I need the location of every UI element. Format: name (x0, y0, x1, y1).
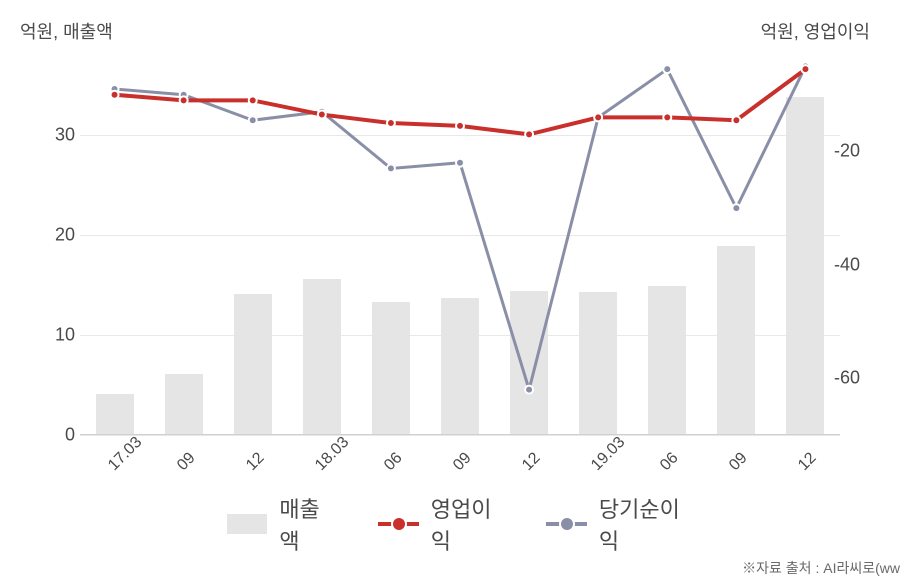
left-y-axis-label: 억원, 매출액 (20, 18, 113, 44)
left-tick-label: 10 (50, 325, 75, 346)
lines-svg (80, 55, 840, 434)
net-marker (732, 204, 740, 212)
chart-container: 억원, 매출액 억원, 영업이익 0 10 20 30 -20 -40 -60 17.03… (10, 10, 898, 530)
legend-item-net: 당기순이익 (546, 492, 681, 556)
net-marker (249, 116, 257, 124)
left-tick-label: 0 (50, 425, 75, 446)
source-citation: ※자료 출처 : AI라씨로(ww (742, 558, 900, 578)
x-tick-label: 06 (381, 449, 406, 474)
gridline (80, 435, 840, 436)
x-tick-label: 19.03 (588, 434, 629, 475)
net-marker (525, 386, 533, 394)
x-tick-label: 12 (795, 449, 820, 474)
net-marker (663, 65, 671, 73)
x-tick-label: 18.03 (312, 434, 353, 475)
left-tick-label: 20 (50, 225, 75, 246)
operating-marker (111, 91, 119, 99)
x-tick-label: 09 (726, 449, 751, 474)
x-tick-label: 12 (243, 449, 268, 474)
operating-marker (249, 96, 257, 104)
legend-swatch-line-gray (546, 522, 587, 526)
operating-marker (180, 96, 188, 104)
right-tick-label: -40 (834, 254, 874, 275)
x-tick-label: 09 (450, 449, 475, 474)
legend-label-net: 당기순이익 (599, 492, 681, 556)
operating-marker (525, 130, 533, 138)
x-tick-label: 17.03 (105, 434, 146, 475)
net-marker (456, 159, 464, 167)
x-tick-label: 09 (174, 449, 199, 474)
legend-label-sales: 매출액 (279, 492, 328, 556)
net-marker (387, 164, 395, 172)
legend: 매출액 영업이익 당기순이익 (227, 492, 681, 556)
operating-marker (594, 113, 602, 121)
operating-marker (663, 113, 671, 121)
left-tick-label: 30 (50, 125, 75, 146)
legend-item-operating: 영업이익 (378, 492, 496, 556)
x-tick-label: 06 (657, 449, 682, 474)
operating-marker (318, 111, 326, 119)
legend-item-sales: 매출액 (227, 492, 328, 556)
right-y-axis-label: 억원, 영업이익 (761, 18, 870, 44)
operating-marker (732, 116, 740, 124)
net-line (115, 66, 806, 389)
legend-label-operating: 영업이익 (431, 492, 497, 556)
x-tick-label: 12 (519, 449, 544, 474)
legend-swatch-line-red (378, 522, 418, 526)
operating-marker (456, 122, 464, 130)
operating-marker (387, 119, 395, 127)
plot-area (80, 55, 840, 435)
right-tick-label: -20 (834, 141, 874, 162)
legend-swatch-bar (227, 514, 267, 534)
right-tick-label: -60 (834, 368, 874, 389)
operating-marker (801, 65, 809, 73)
